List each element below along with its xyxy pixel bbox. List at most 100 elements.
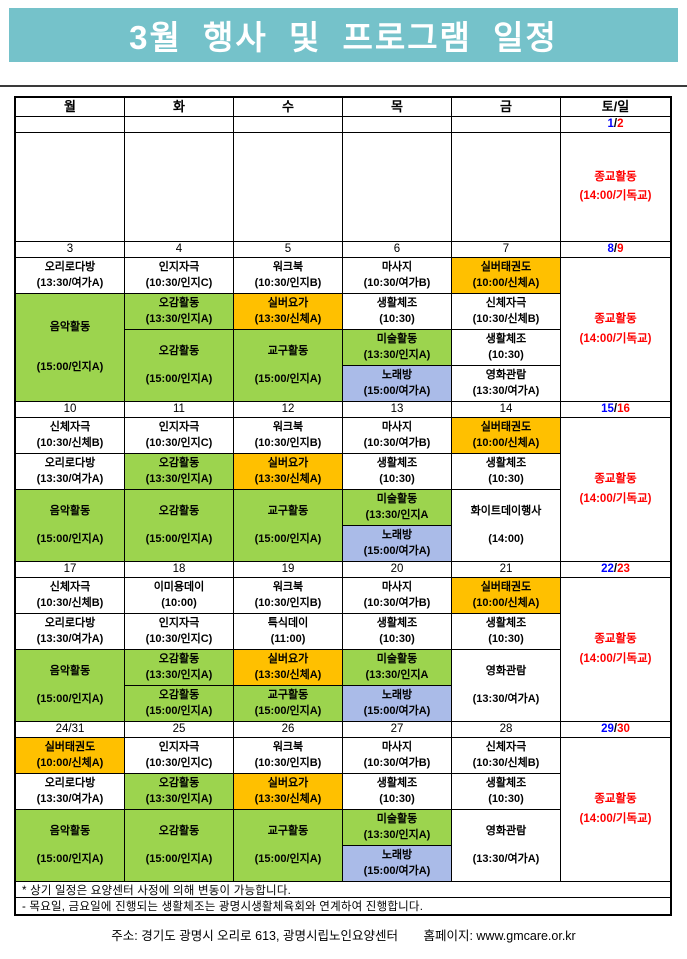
activity-time: (15:00/인지A) — [145, 705, 213, 718]
activity-cell — [125, 133, 234, 242]
week-5: 24/31 25 26 27 28 29/30 실버태권도 (10:00/신체A) 오리로다방(… — [16, 722, 670, 882]
activity-name: 실버요가 — [267, 297, 309, 310]
saturday-date: 15 — [601, 402, 614, 415]
activity-name: 실버태권도 — [44, 741, 96, 754]
activity-cell: 음악활동 (15:00/인지A) — [16, 810, 125, 882]
activity-cell: 인지자극 (10:30/인지C) — [125, 418, 234, 454]
activity-name: 오감활동 — [158, 297, 200, 310]
activity-time: (13:30/여가A) — [472, 693, 540, 706]
activity-cell: 실버태권도 (10:00/신체A) — [452, 258, 561, 294]
activity-cell: 인지자극 (10:30/인지C) — [125, 738, 234, 774]
activity-name: 생활체조 — [485, 617, 527, 630]
activity-cell: 영화관람 (13:30/여가A) — [452, 810, 561, 882]
activity-cell: 실버요가 (13:30/신체A) — [234, 454, 343, 490]
activity-time: (13:30/여가A) — [36, 277, 104, 290]
activity-cell: 인지자극 (10:30/인지C) — [125, 258, 234, 294]
activity-name: 실버요가 — [267, 653, 309, 666]
date-separator: / — [613, 562, 618, 575]
activity-name: 오감활동 — [158, 653, 200, 666]
activity-cell: 오감활동 (15:00/인지A) — [125, 810, 234, 882]
day-header-mon: 월 — [16, 98, 125, 117]
activity-cell: 신체자극 (10:30/신체B) — [16, 418, 125, 454]
date-cell: 25 — [125, 722, 234, 738]
date-cell: 27 — [343, 722, 452, 738]
date-separator: / — [613, 402, 618, 415]
activity-time: (15:00/인지A) — [36, 853, 104, 866]
activity-name: 교구활동 — [267, 505, 309, 518]
activity-name: 오리로다방 — [44, 617, 96, 630]
activity-cell: 신체자극 (10:30/신체B) — [16, 578, 125, 614]
activity-time: (15:00/여가A) — [363, 865, 431, 878]
activity-time: (15:00/인지A) — [36, 361, 104, 374]
activity-cell: 생활체조 (10:30) — [343, 294, 452, 330]
activity-cell: 실버요가 (13:30/신체A) — [234, 774, 343, 810]
week-2: 3 4 5 6 7 8/9 오리로다방 (13:30/여가A) 음악활동 (15:00/인지A) 인… — [16, 242, 670, 402]
activity-name: 미술활동 — [376, 813, 418, 826]
activity-time: (10:30) — [488, 793, 524, 806]
activity-name: 음악활동 — [49, 665, 91, 678]
activity-name: 실버요가 — [267, 777, 309, 790]
activity-name: 종교활동 — [594, 473, 637, 486]
activity-name: 오감활동 — [158, 689, 200, 702]
activity-cell — [234, 133, 343, 242]
activity-cell: 실버태권도 (10:00/신체A) — [452, 578, 561, 614]
date-cell — [452, 117, 561, 133]
activity-cell: 생활체조 (10:30) — [343, 454, 452, 490]
activity-time: (10:00/신체A) — [472, 277, 540, 290]
activity-cell: 마사지 (10:30/여가B) — [343, 418, 452, 454]
activity-time: (13:30/인지A — [365, 669, 429, 682]
activity-time: (13:30/신체A) — [254, 793, 322, 806]
activity-name: 이미용데이 — [153, 581, 205, 594]
date-cell: 13 — [343, 402, 452, 418]
activity-time: (14:00/기독교) — [579, 332, 652, 345]
activity-cell — [452, 133, 561, 242]
activity-cell: 생활체조 (10:30) — [343, 774, 452, 810]
activity-cell: 음악활동 (15:00/인지A) — [16, 650, 125, 722]
activity-time: (15:00/인지A) — [254, 373, 322, 386]
date-cell: 11 — [125, 402, 234, 418]
activity-time: (13:30/신체A) — [254, 669, 322, 682]
day-header-fri: 금 — [452, 98, 561, 117]
activity-time: (13:30/여가A) — [472, 385, 540, 398]
activity-cell: 인지자극 (10:30/인지C) — [125, 614, 234, 650]
date-cell: 17 — [16, 562, 125, 578]
activity-cell: 특식데이 (11:00) — [234, 614, 343, 650]
activity-cell: 생활체조 (10:30) — [452, 454, 561, 490]
activity-time: (13:30/여가A) — [36, 793, 104, 806]
activity-time: (10:30) — [488, 473, 524, 486]
date-cell: 20 — [343, 562, 452, 578]
weekend-activity-cell: 종교활동 (14:00/기독교) — [561, 133, 670, 242]
saturday-date: 1 — [607, 117, 614, 130]
activity-time: (10:30/인지C) — [145, 437, 213, 450]
weekend-activity-cell: 종교활동 (14:00/기독교) — [561, 418, 670, 562]
saturday-date: 22 — [601, 562, 614, 575]
activity-cell: 워크북 (10:30/인지B) — [234, 578, 343, 614]
activity-time: (10:30) — [379, 793, 415, 806]
date-cell: 19 — [234, 562, 343, 578]
date-cell: 22/23 — [561, 562, 670, 578]
activity-time: (13:30/인지A) — [363, 349, 431, 362]
date-cell: 3 — [16, 242, 125, 258]
footer: 주소: 경기도 광명시 오리로 613, 광명시립노인요양센터 홈페이지: ww… — [0, 925, 687, 944]
activity-cell: 노래방 (15:00/여가A) — [343, 366, 452, 402]
activity-name: 오리로다방 — [44, 777, 96, 790]
activity-cell: 신체자극 (10:30/신체B) — [452, 294, 561, 330]
activity-time: (15:00/인지A) — [145, 853, 213, 866]
activity-name: 음악활동 — [49, 505, 91, 518]
saturday-date: 8 — [607, 242, 614, 255]
activity-name: 영화관람 — [485, 369, 527, 382]
weekend-activity-cell: 종교활동 (14:00/기독교) — [561, 578, 670, 722]
page-title: 3월 행사 및 프로그램 일정 — [129, 19, 558, 56]
activity-name: 오감활동 — [158, 505, 200, 518]
activity-time: (10:30/신체B) — [36, 597, 104, 610]
date-cell: 24/31 — [16, 722, 125, 738]
activity-time: (14:00/기독교) — [579, 812, 652, 825]
activity-name: 미술활동 — [376, 653, 418, 666]
activity-time: (10:30/여가B) — [363, 437, 431, 450]
activity-name: 종교활동 — [594, 793, 637, 806]
activity-cell: 실버태권도 (10:00/신체A) — [452, 418, 561, 454]
activity-time: (10:30/신체B) — [36, 437, 104, 450]
activity-time: (10:30) — [379, 473, 415, 486]
activity-time: (15:00/인지A) — [36, 533, 104, 546]
activity-cell: 오감활동 (13:30/인지A) — [125, 294, 234, 330]
